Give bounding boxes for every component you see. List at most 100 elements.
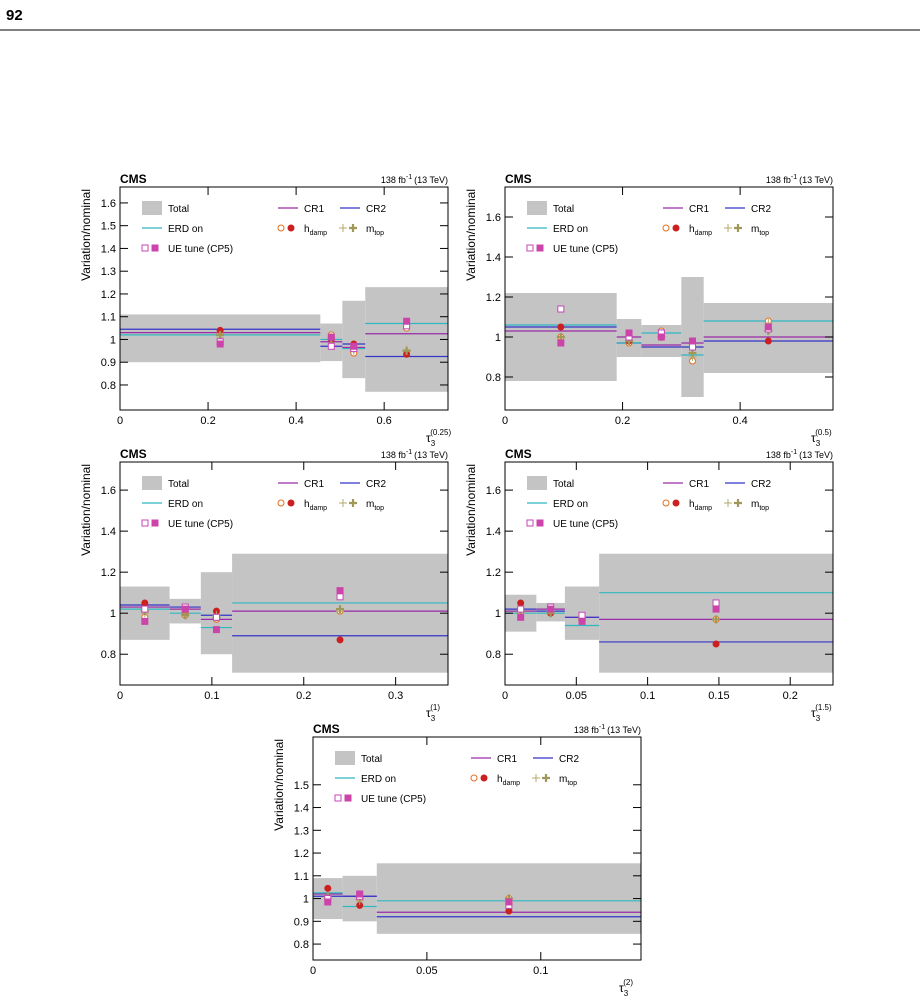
legend-label: ERD on — [168, 499, 203, 510]
marker — [141, 244, 149, 252]
marker — [734, 499, 742, 507]
legend-name: CR1 — [497, 754, 517, 765]
tau-sub: 3 — [816, 714, 821, 723]
y-tick-label: 0.9 — [101, 357, 116, 369]
legend-sub: top — [374, 505, 384, 512]
marker — [356, 890, 364, 898]
legend-sub: top — [567, 780, 577, 787]
marker — [141, 599, 149, 607]
x-axis-label: τ3 (2) — [619, 978, 633, 998]
marker — [287, 224, 295, 232]
marker — [336, 587, 344, 595]
marker — [557, 323, 565, 331]
legend-name: ERD on — [553, 224, 588, 235]
plot-frame — [119, 186, 449, 411]
legend-name: UE tune (CP5) — [168, 519, 233, 530]
x-tick-label: 0.2 — [783, 690, 798, 702]
y-axis-label: Variation/nominal — [79, 464, 93, 556]
x-tick-label: 0.3 — [388, 690, 403, 702]
y-tick-label: 1.5 — [294, 780, 309, 792]
marker — [547, 605, 555, 613]
legend-label: ERD on — [361, 774, 396, 785]
energy: (13 TeV) — [414, 175, 448, 185]
marker — [324, 884, 332, 892]
marker — [517, 599, 525, 607]
marker — [327, 342, 335, 350]
legend-name: h — [689, 224, 695, 235]
tau-sub: 3 — [624, 989, 629, 998]
legend-name: h — [689, 499, 695, 510]
legend-name: h — [304, 224, 310, 235]
legend-name: CR2 — [366, 479, 386, 490]
marker — [141, 605, 149, 613]
lumi-label: 138 fb-1 (13 TeV) — [766, 449, 833, 460]
y-tick-label: 1.4 — [486, 252, 501, 264]
legend-label: UE tune (CP5) — [361, 794, 426, 805]
y-tick-label: 1.4 — [294, 803, 309, 815]
legend-swatch — [142, 476, 162, 490]
legend-label: ERD on — [168, 224, 203, 235]
marker — [712, 640, 720, 648]
legend-name: m — [751, 224, 759, 235]
marker — [339, 224, 347, 232]
panel: 0.8 1 1.2 1.4 1.6 0 0.1 0.2 0.3 CMS 138 fb-1 (13 Te… — [79, 447, 449, 723]
marker — [151, 244, 159, 252]
lumi-exp: -1 — [599, 724, 605, 731]
lumi-exp: -1 — [406, 449, 412, 456]
legend-swatch — [527, 476, 547, 490]
energy: (13 TeV) — [799, 450, 833, 460]
tau-sub: 3 — [431, 714, 436, 723]
cms-label: CMS — [505, 172, 532, 186]
tau: τ — [619, 981, 624, 995]
lumi: 138 fb — [381, 450, 406, 460]
x-tick-label: 0.1 — [533, 965, 548, 977]
tau: τ — [811, 431, 816, 445]
legend-label: CR2 — [751, 204, 771, 215]
legend-sub: damp — [310, 230, 328, 237]
y-tick-label: 1.5 — [101, 221, 116, 233]
x-tick-label: 0.6 — [377, 415, 392, 427]
marker — [336, 605, 345, 614]
marker — [344, 794, 352, 802]
legend-sub: damp — [310, 505, 328, 512]
marker — [724, 499, 732, 507]
legend-name: Total — [553, 479, 574, 490]
marker — [625, 329, 633, 337]
legend-swatch — [142, 201, 162, 215]
legend-name: CR2 — [751, 479, 771, 490]
tau: τ — [426, 706, 431, 720]
y-axis-label: Variation/nominal — [272, 739, 286, 831]
y-tick-label: 1.4 — [101, 243, 116, 255]
legend-label: CR1 — [304, 479, 324, 490]
marker — [689, 337, 697, 345]
marker — [542, 774, 550, 782]
y-tick-label: 0.8 — [486, 649, 501, 661]
marker — [212, 613, 220, 621]
legend-label: hdamp — [689, 499, 712, 512]
marker — [151, 519, 159, 527]
legend-label: hdamp — [304, 499, 327, 512]
y-tick-label: 1.3 — [294, 825, 309, 837]
legend-label: ERD on — [553, 224, 588, 235]
lumi-label: 138 fb-1 (13 TeV) — [381, 449, 448, 460]
legend-label: mtop — [751, 499, 769, 512]
legend-name: UE tune (CP5) — [553, 244, 618, 255]
plot-frame — [119, 461, 449, 686]
legend-swatch — [335, 751, 355, 765]
legend-name: CR1 — [304, 479, 324, 490]
marker — [712, 599, 720, 607]
plot-frame — [504, 461, 834, 686]
energy: (13 TeV) — [607, 725, 641, 735]
x-tick-label: 0.1 — [640, 690, 655, 702]
lumi: 138 fb — [766, 175, 791, 185]
y-tick-label: 1.6 — [486, 485, 501, 497]
y-tick-label: 1 — [495, 332, 501, 344]
x-tick-label: 0.2 — [296, 690, 311, 702]
lumi-label: 138 fb-1 (13 TeV) — [574, 724, 641, 735]
legend-label: Total — [168, 479, 189, 490]
marker — [287, 499, 295, 507]
legend-name: UE tune (CP5) — [168, 244, 233, 255]
marker — [480, 774, 488, 782]
marker — [517, 605, 525, 613]
lumi-label: 138 fb-1 (13 TeV) — [381, 174, 448, 185]
